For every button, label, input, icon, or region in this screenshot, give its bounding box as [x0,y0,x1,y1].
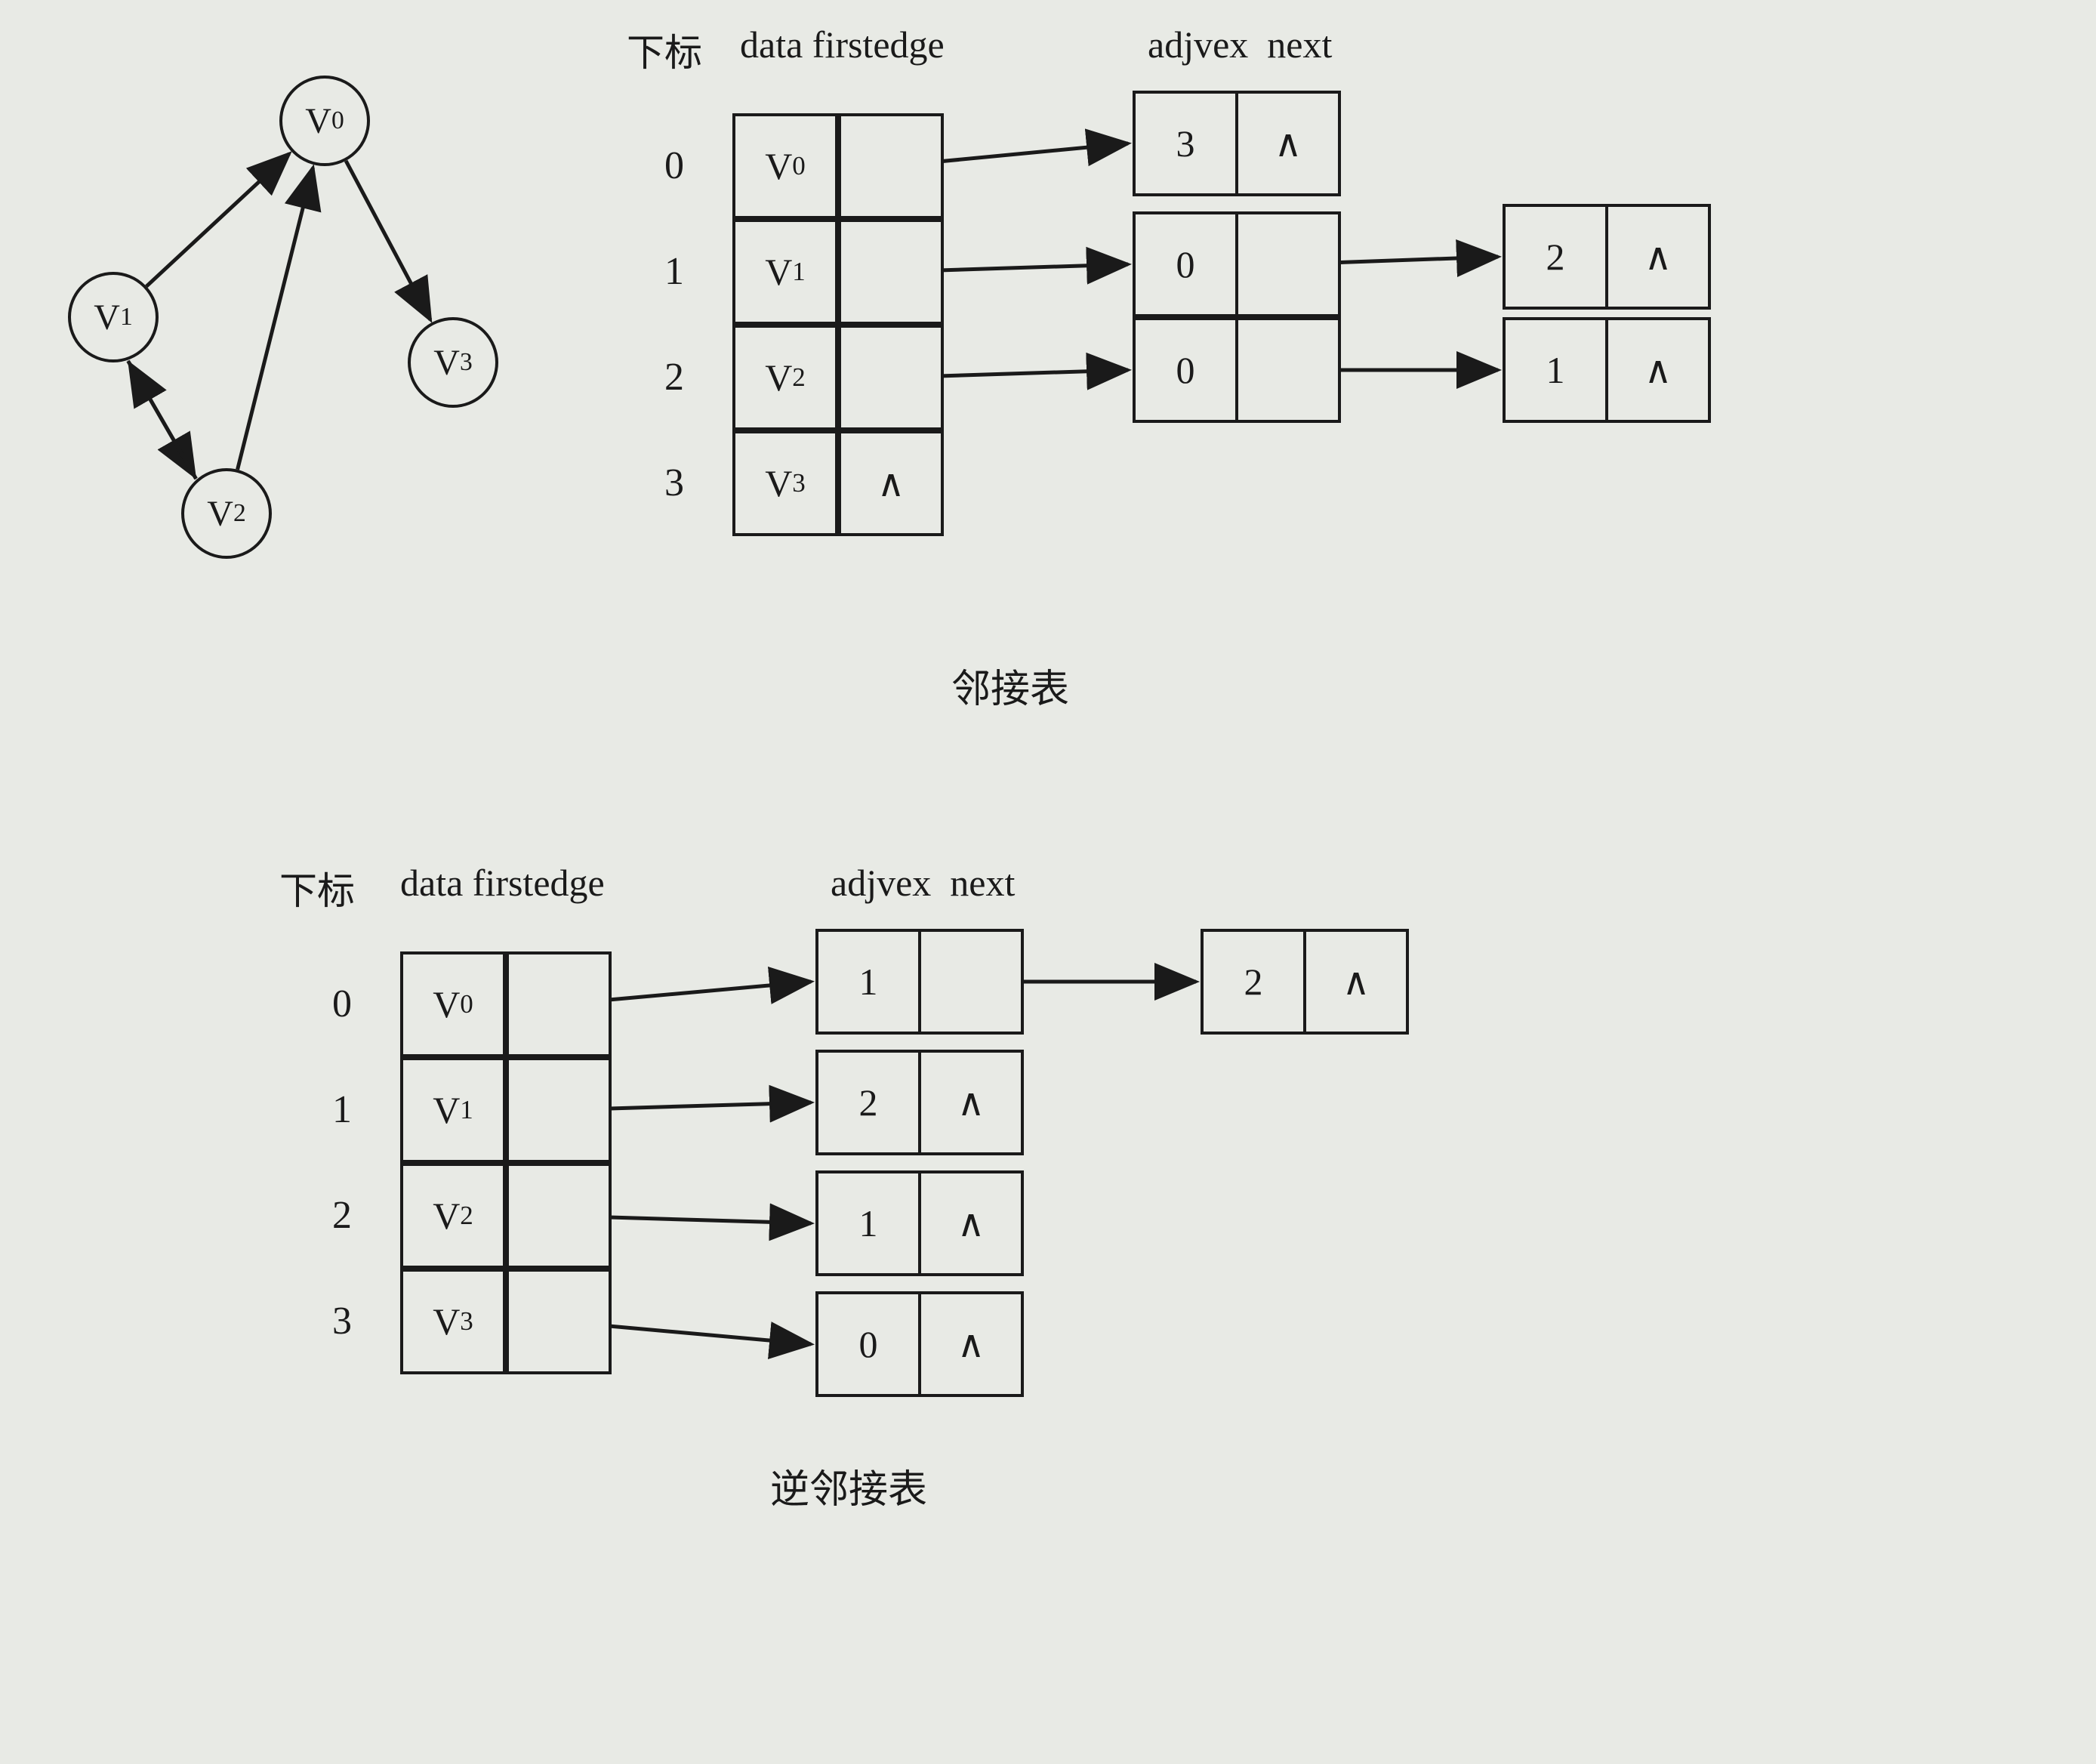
inv-header-index: 下标 [279,861,355,915]
inv-firstedge-cell-1 [506,1057,612,1163]
adj-data-cell-2: V2 [732,325,838,430]
inv-firstedge-cell-2 [506,1163,612,1269]
inv-index-0: 0 [332,982,352,1026]
inv-header-adjvex-next: adjvex next [831,861,1015,905]
adj-chain-1-1-next: ∧ [1605,204,1711,310]
inv-header-data-firstedge: data firstedge [400,861,605,905]
inv-chain-3-0-next: ∧ [918,1291,1024,1397]
adj-chain-2-1-next: ∧ [1605,317,1711,423]
inv-chain-0-0-next [918,929,1024,1035]
inv-chain-0-0-adjvex: 1 [815,929,921,1035]
graph-node-V1: V1 [68,272,159,362]
adj-index-2: 2 [664,355,684,399]
inv-data-cell-0: V0 [400,951,506,1057]
inv-firstedge-cell-3 [506,1269,612,1374]
adj-index-0: 0 [664,143,684,188]
adj-firstedge-cell-1 [838,219,944,325]
adj-data-cell-1: V1 [732,219,838,325]
inv-index-1: 1 [332,1087,352,1132]
graph-node-V2: V2 [181,468,272,559]
inv-index-3: 3 [332,1299,352,1343]
inv-data-cell-3: V3 [400,1269,506,1374]
inv-chain-1-0-next: ∧ [918,1050,1024,1155]
inv-chain-3-0-adjvex: 0 [815,1291,921,1397]
adj-header-adjvex-next: adjvex next [1148,23,1332,66]
adj-firstedge-cell-0 [838,113,944,219]
adj-chain-1-0-adjvex: 0 [1133,211,1238,317]
inv-data-cell-2: V2 [400,1163,506,1269]
adj-title: 邻接表 [951,657,1069,714]
adj-header-data-firstedge: data firstedge [740,23,945,66]
inv-index-2: 2 [332,1193,352,1238]
adj-chain-1-1-adjvex: 2 [1503,204,1608,310]
adj-chain-2-0-adjvex: 0 [1133,317,1238,423]
inv-title: 逆邻接表 [770,1457,927,1514]
adj-data-cell-0: V0 [732,113,838,219]
adj-chain-0-0-adjvex: 3 [1133,91,1238,196]
graph-node-V0: V0 [279,76,370,166]
inv-chain-2-0-adjvex: 1 [815,1170,921,1276]
inv-chain-0-1-next: ∧ [1303,929,1409,1035]
adj-chain-2-0-next [1235,317,1341,423]
adj-chain-2-1-adjvex: 1 [1503,317,1608,423]
adj-index-3: 3 [664,461,684,505]
adj-firstedge-cell-2 [838,325,944,430]
adj-data-cell-3: V3 [732,430,838,536]
inv-chain-2-0-next: ∧ [918,1170,1024,1276]
adj-header-index: 下标 [627,23,702,77]
diagram-canvas: V0V1V3V2下标data firstedgeadjvex next0V03∧… [0,0,2096,1764]
adj-index-1: 1 [664,249,684,294]
inv-firstedge-cell-0 [506,951,612,1057]
graph-node-V3: V3 [408,317,498,408]
inv-data-cell-1: V1 [400,1057,506,1163]
adj-chain-0-0-next: ∧ [1235,91,1341,196]
inv-chain-0-1-adjvex: 2 [1201,929,1306,1035]
adj-chain-1-0-next [1235,211,1341,317]
inv-chain-1-0-adjvex: 2 [815,1050,921,1155]
adj-firstedge-cell-3: ∧ [838,430,944,536]
